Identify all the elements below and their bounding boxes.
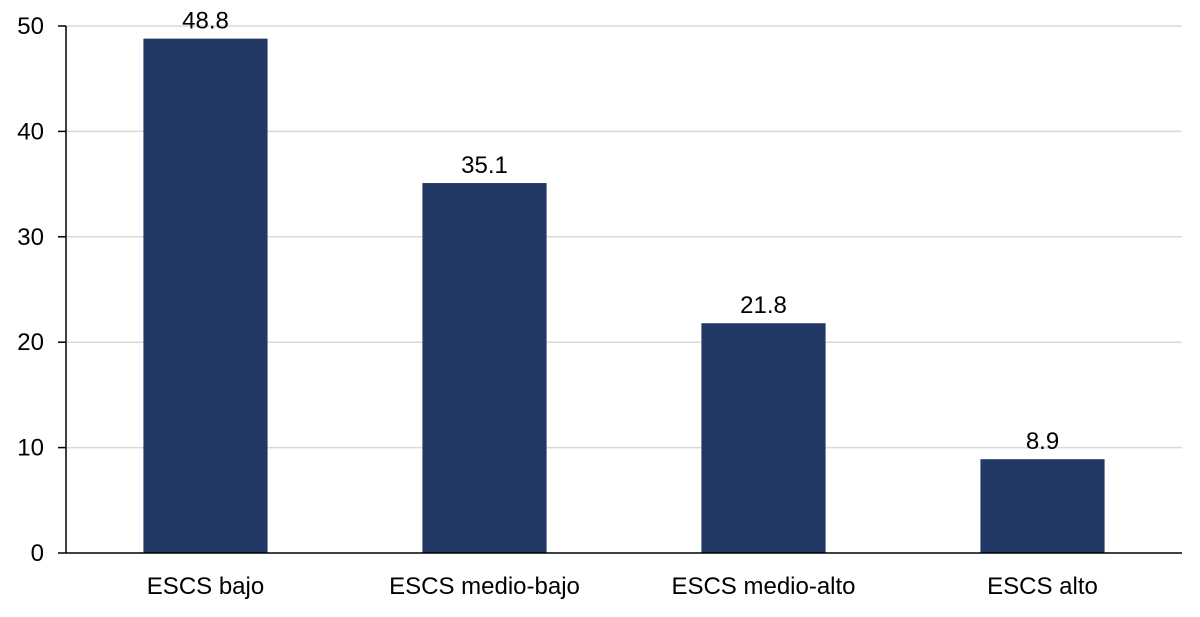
axes [58, 25, 1182, 554]
bar [701, 323, 826, 553]
x-tick-label: ESCS alto [987, 573, 1098, 600]
data-label: 48.8 [182, 8, 229, 35]
y-tick-labels: 0 10 20 30 40 50 [17, 13, 44, 567]
x-tick-labels: ESCS bajo ESCS medio-bajo ESCS medio-alto E… [147, 573, 1098, 600]
y-tick-label: 30 [17, 224, 44, 251]
y-tick-label: 0 [31, 540, 44, 567]
bars [143, 38, 1105, 553]
x-tick-label: ESCS medio-bajo [389, 573, 580, 600]
data-label: 8.9 [1026, 428, 1059, 455]
x-tick-label: ESCS bajo [147, 573, 264, 600]
x-tick-label: ESCS medio-alto [671, 573, 855, 600]
bar [980, 459, 1105, 553]
bar [422, 183, 547, 553]
y-tick-label: 20 [17, 329, 44, 356]
y-tick-label: 10 [17, 435, 44, 462]
data-labels: 48.8 35.1 21.8 8.9 [182, 8, 1059, 456]
y-tick-label: 50 [17, 13, 44, 40]
bar [143, 38, 268, 553]
data-label: 35.1 [461, 152, 508, 179]
data-label: 21.8 [740, 292, 787, 319]
y-tick-label: 40 [17, 118, 44, 145]
